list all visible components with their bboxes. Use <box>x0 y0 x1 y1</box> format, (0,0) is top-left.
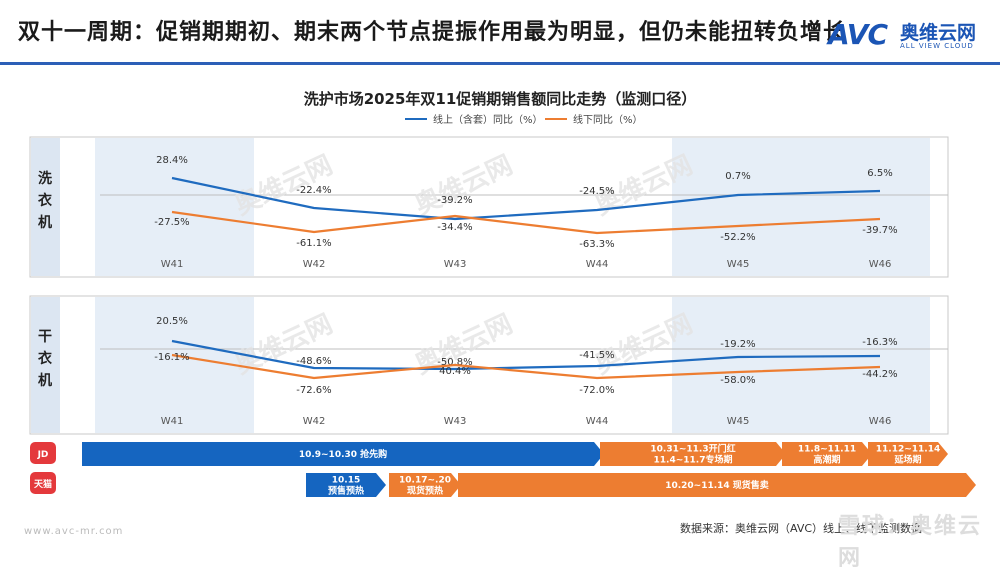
timeline-tmall-bar-label: 10.17~.20 <box>399 476 451 486</box>
x-tick-label: W44 <box>586 416 609 427</box>
timeline-jd-bar-label: 11.8~11.11 <box>798 445 856 455</box>
timeline-jd-bar-label: 11.12~11.14 <box>876 445 940 455</box>
highlight-band <box>95 138 254 276</box>
data-source: 数据来源：奥维云网（AVC）线上、线下监测数据 <box>680 522 923 535</box>
timeline-jd-bar <box>868 442 948 466</box>
data-label: 20.5% <box>156 316 188 327</box>
jd-icon-text: JD <box>37 450 49 460</box>
data-label: -16.3% <box>862 337 897 348</box>
data-label: -44.2% <box>862 369 897 380</box>
x-tick-label: W42 <box>303 259 326 270</box>
panel-name-box <box>31 138 60 276</box>
timeline-jd-bar <box>600 442 786 466</box>
data-label: -39.2% <box>437 195 472 206</box>
timeline-tmall-bar <box>389 473 461 497</box>
timeline-tmall-bar-label: 预售预热 <box>328 485 364 497</box>
slide-title: 双十一周期：促销期期初、期末两个节点提振作用最为明显，但仍未能扭转负增长 <box>18 19 847 45</box>
data-label: 6.5% <box>867 168 892 179</box>
x-tick-label: W45 <box>727 416 750 427</box>
timeline-jd-bar-label: 高潮期 <box>813 454 840 466</box>
panel-name-char: 机 <box>38 372 52 389</box>
panel-name-char: 洗 <box>38 170 52 187</box>
data-label: -52.2% <box>720 232 755 243</box>
timeline-tmall-bar-label: 10.15 <box>332 476 360 486</box>
timeline-jd-bar-label: 11.4~11.7专场期 <box>654 454 733 466</box>
data-label: -63.3% <box>579 239 614 250</box>
x-tick-label: W41 <box>161 416 184 427</box>
x-tick-label: W43 <box>444 416 467 427</box>
timeline-tmall-bar <box>458 473 976 497</box>
timeline-tmall-bar-label: 10.20~11.14 现货售卖 <box>665 479 769 491</box>
x-tick-label: W42 <box>303 416 326 427</box>
jd-icon <box>30 442 56 464</box>
data-label: -39.7% <box>862 225 897 236</box>
title-rule <box>0 62 1000 65</box>
data-label: -27.5% <box>154 217 189 228</box>
data-label: -24.5% <box>579 186 614 197</box>
series-line-online <box>171 176 881 221</box>
avc-logo: AVC 奥维云网 ALL VIEW CLOUD <box>828 18 988 54</box>
data-label: 40.4% <box>439 366 471 377</box>
x-tick-label: W45 <box>727 259 750 270</box>
data-label: -61.1% <box>296 238 331 249</box>
highlight-band <box>672 138 930 276</box>
timeline-jd-bar-label: 延场期 <box>893 454 921 466</box>
data-label: -41.5% <box>579 350 614 361</box>
panel-name-char: 衣 <box>38 192 53 209</box>
panel-name-box <box>31 297 60 433</box>
legend-offline-label: 线下同比（%） <box>573 113 643 126</box>
data-label: -48.6% <box>296 356 331 367</box>
chart-title: 洗护市场2025年双11促销期销售额同比走势（监测口径） <box>303 90 697 108</box>
data-label: 28.4% <box>156 155 188 166</box>
timeline-jd-bar-label: 10.31~11.3开门红 <box>650 443 735 455</box>
logo-en: ALL VIEW CLOUD <box>900 42 974 50</box>
timeline-tmall-bar <box>306 473 386 497</box>
x-tick-label: W43 <box>444 259 467 270</box>
data-label: -72.0% <box>579 385 614 396</box>
data-label: -34.4% <box>437 222 472 233</box>
data-label: -58.0% <box>720 375 755 386</box>
timeline-jd-bar <box>82 442 604 466</box>
data-label: -72.6% <box>296 385 331 396</box>
tmall-icon <box>30 472 56 494</box>
data-label: -50.8% <box>437 357 472 368</box>
panel-name-char: 干 <box>38 329 52 345</box>
data-label: -16.1% <box>154 352 189 363</box>
series-line-offline <box>171 210 881 235</box>
series-line-offline <box>171 353 881 380</box>
logo-mark: AVC <box>828 18 888 51</box>
x-tick-label: W41 <box>161 259 184 270</box>
x-tick-label: W46 <box>869 259 892 270</box>
panel-name-char: 机 <box>38 214 52 231</box>
data-label: -19.2% <box>720 339 755 350</box>
logo-cn: 奥维云网 <box>900 22 977 44</box>
footer-url: www.avc-mr.com <box>24 526 124 537</box>
timeline-tmall-bar-label: 现货预热 <box>407 485 443 497</box>
panel-name-char: 衣 <box>38 350 53 367</box>
timeline-jd-bar <box>782 442 872 466</box>
x-tick-label: W44 <box>586 259 609 270</box>
timeline-jd-bar-label: 10.9~10.30 抢先购 <box>299 448 387 460</box>
tmall-icon-text: 天猫 <box>34 478 52 490</box>
legend-online-label: 线上（含套）同比（%） <box>433 113 543 126</box>
x-tick-label: W46 <box>869 416 892 427</box>
data-label: -22.4% <box>296 185 331 196</box>
data-label: 0.7% <box>725 171 750 182</box>
highlight-band <box>672 297 930 433</box>
footer-watermark: 雪球：奥维云网 <box>838 514 983 571</box>
series-line-online <box>171 339 881 371</box>
